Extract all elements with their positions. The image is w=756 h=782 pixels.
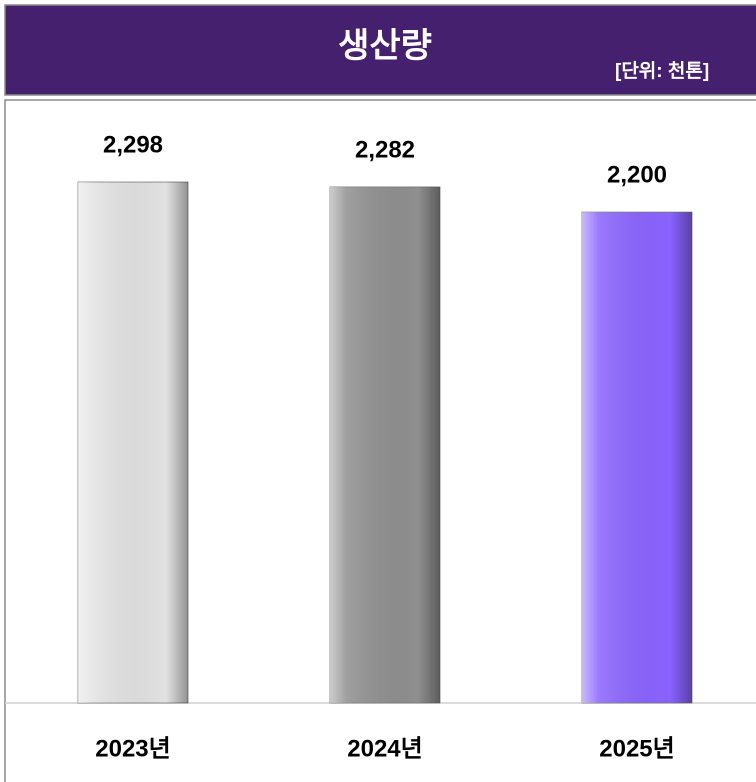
x-tick-label: 2023년 xyxy=(95,735,170,762)
header-band xyxy=(4,4,756,96)
chart-title: 생산량 xyxy=(338,27,432,65)
x-tick-label: 2025년 xyxy=(599,735,674,762)
bar-shade xyxy=(78,182,188,704)
value-label: 2,298 xyxy=(103,131,163,158)
value-label: 2,200 xyxy=(607,161,667,188)
bar-shade xyxy=(330,186,440,703)
value-label: 2,282 xyxy=(355,136,415,163)
x-tick-label: 2024년 xyxy=(347,735,422,762)
bar-shade xyxy=(582,212,692,703)
plot-border xyxy=(4,99,756,782)
unit-label: [단위: 천톤] xyxy=(615,60,709,82)
